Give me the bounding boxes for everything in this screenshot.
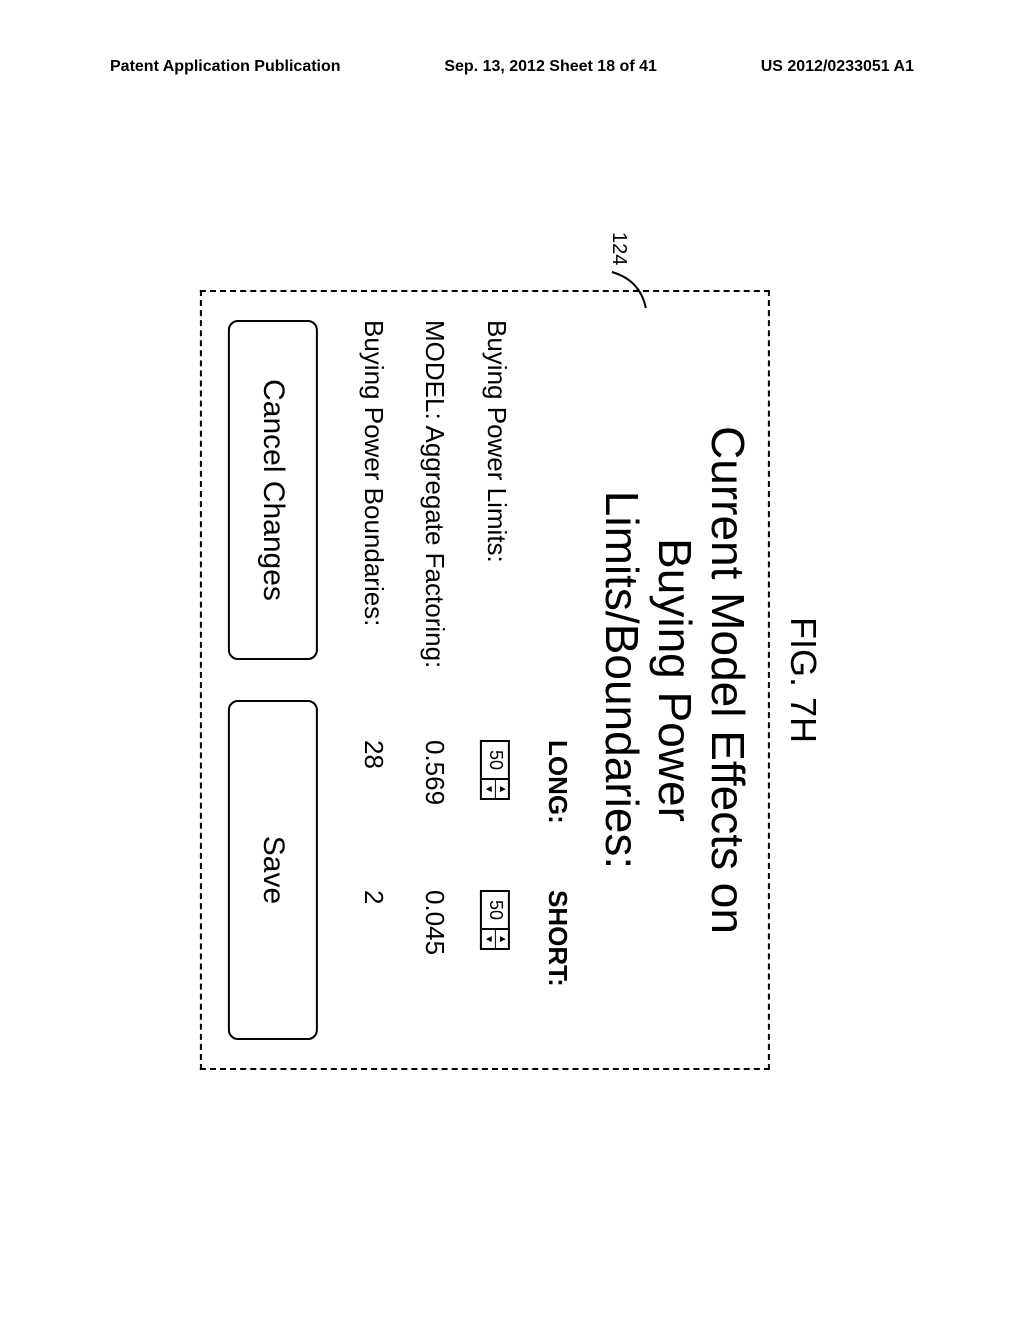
- values-grid: LONG: SHORT: Buying Power Limits: 50 ▲ ▼…: [358, 320, 573, 1040]
- row-label-buying-power-limits: Buying Power Limits:: [481, 320, 512, 740]
- callout-leader-line: [610, 270, 650, 310]
- page-header: Patent Application Publication Sep. 13, …: [0, 58, 1024, 76]
- model-long-value: 0.569: [419, 740, 450, 890]
- panel-title: Current Model Effects on Buying Power Li…: [595, 320, 754, 1040]
- bpl-short-value: 50: [482, 892, 508, 930]
- spinner-arrows: ▲ ▼: [482, 780, 508, 798]
- bpl-long-value: 50: [482, 742, 508, 780]
- title-line-3: Limits/Boundaries:: [596, 491, 648, 869]
- figure-block: FIG. 7H 124 Current Model Effects on Buy…: [200, 290, 824, 1070]
- chevron-up-icon[interactable]: ▲: [495, 780, 509, 798]
- callout-number: 124: [607, 232, 630, 265]
- figure-rotated-container: FIG. 7H 124 Current Model Effects on Buy…: [200, 290, 824, 1070]
- header-left: Patent Application Publication: [110, 58, 341, 76]
- bpl-short-spinner[interactable]: 50 ▲ ▼: [480, 890, 510, 950]
- column-header-short: SHORT:: [542, 890, 573, 1040]
- row-label-model-aggregate: MODEL: Aggregate Factoring:: [419, 320, 450, 740]
- cancel-changes-button[interactable]: Cancel Changes: [228, 320, 318, 660]
- figure-label: FIG. 7H: [782, 290, 824, 1070]
- dialog-panel: 124 Current Model Effects on Buying Powe…: [200, 290, 770, 1070]
- header-right: US 2012/0233051 A1: [761, 58, 914, 76]
- chevron-down-icon[interactable]: ▼: [482, 780, 495, 798]
- chevron-down-icon[interactable]: ▼: [482, 930, 495, 948]
- chevron-up-icon[interactable]: ▲: [495, 930, 509, 948]
- bpl-long-spinner[interactable]: 50 ▲ ▼: [480, 740, 510, 800]
- save-button[interactable]: Save: [228, 700, 318, 1040]
- model-short-value: 0.045: [419, 890, 450, 1040]
- row-label-buying-power-boundaries: Buying Power Boundaries:: [358, 320, 389, 740]
- column-header-long: LONG:: [542, 740, 573, 890]
- button-row: Cancel Changes Save: [228, 320, 318, 1040]
- title-line-1: Current Model Effects on: [702, 426, 754, 934]
- bpl-long-cell: 50 ▲ ▼: [480, 740, 512, 890]
- bpb-short-value: 2: [358, 890, 389, 1040]
- bpl-short-cell: 50 ▲ ▼: [480, 890, 512, 1040]
- header-center: Sep. 13, 2012 Sheet 18 of 41: [444, 58, 657, 76]
- title-line-2: Buying Power: [649, 538, 701, 822]
- bpb-long-value: 28: [358, 740, 389, 890]
- spinner-arrows: ▲ ▼: [482, 930, 508, 948]
